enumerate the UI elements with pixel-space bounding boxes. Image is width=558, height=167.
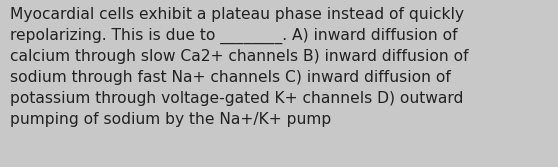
Text: Myocardial cells exhibit a plateau phase instead of quickly
repolarizing. This i: Myocardial cells exhibit a plateau phase…	[10, 7, 469, 127]
